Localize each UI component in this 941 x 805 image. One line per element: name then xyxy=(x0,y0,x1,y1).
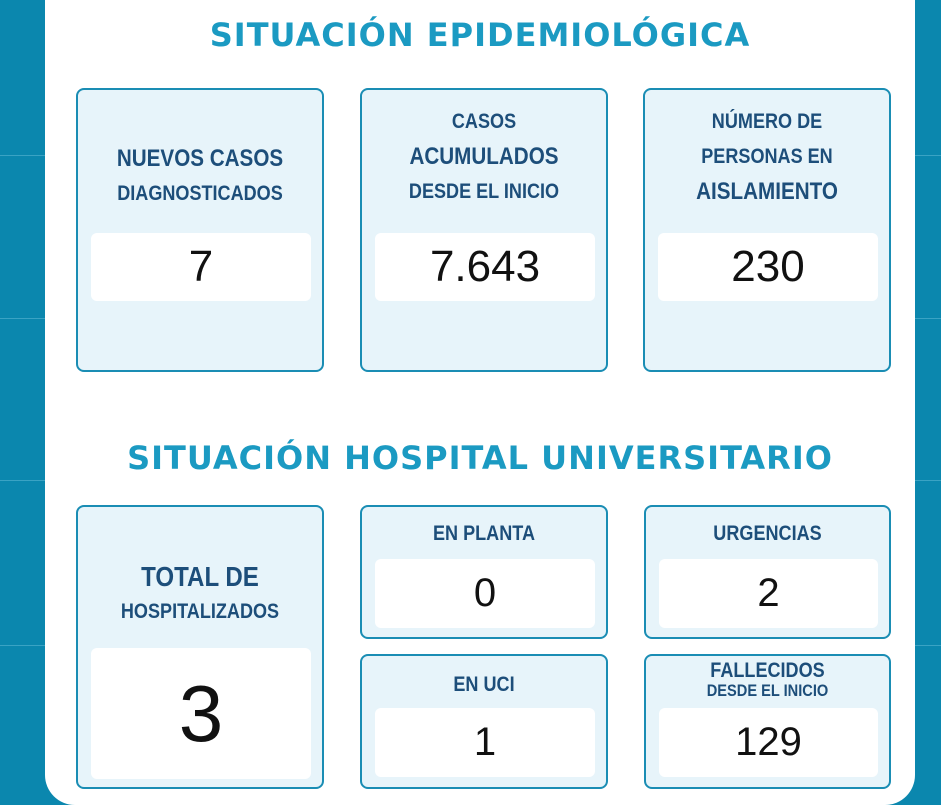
label-line: EN PLANTA xyxy=(432,522,535,545)
card-label: NÚMERO DE PERSONAS EN AISLAMIENTO xyxy=(645,104,889,209)
card: CASOS ACUMULADOS DESDE EL INICIO 7.643 xyxy=(360,88,608,372)
card-value: 129 xyxy=(659,708,878,777)
card-value: 2 xyxy=(659,559,878,628)
label-line: DIAGNOSTICADOS xyxy=(117,182,283,205)
section-title: SITUACIÓN HOSPITAL UNIVERSITARIO xyxy=(127,439,833,477)
card: EN UCI 1 xyxy=(360,654,608,789)
label-line: URGENCIAS xyxy=(713,522,822,545)
label-line: ACUMULADOS xyxy=(409,143,559,170)
card: URGENCIAS 2 xyxy=(644,505,891,639)
card-label: URGENCIAS xyxy=(646,516,889,551)
label-line: NÚMERO DE xyxy=(711,110,823,133)
label-line: AISLAMIENTO xyxy=(696,178,838,205)
card-value: 230 xyxy=(658,233,878,301)
card: NUEVOS CASOS DIAGNOSTICADOS 7 xyxy=(76,88,324,372)
label-line: EN UCI xyxy=(453,673,515,696)
card-label: EN PLANTA xyxy=(362,516,606,551)
label-line: FALLECIDOS xyxy=(710,659,825,682)
card-label: CASOS ACUMULADOS DESDE EL INICIO xyxy=(362,104,606,209)
label-line: NUEVOS CASOS xyxy=(116,145,284,172)
card: TOTAL DE HOSPITALIZADOS 3 xyxy=(76,505,324,789)
label-line: PERSONAS EN xyxy=(701,145,833,168)
card-label: EN UCI xyxy=(362,667,606,702)
card: FALLECIDOS DESDE EL INICIO 129 xyxy=(644,654,891,789)
label-line: TOTAL DE xyxy=(141,561,259,592)
label-line: CASOS xyxy=(451,110,517,133)
card-label: NUEVOS CASOS DIAGNOSTICADOS xyxy=(78,141,322,211)
label-line: HOSPITALIZADOS xyxy=(120,600,280,623)
card-value: 7.643 xyxy=(375,233,595,301)
card-label: TOTAL DE HOSPITALIZADOS xyxy=(78,559,322,629)
card-value: 3 xyxy=(91,648,311,779)
label-line: DESDE EL INICIO xyxy=(706,681,829,700)
label-line: DESDE EL INICIO xyxy=(408,180,560,203)
card-value: 7 xyxy=(91,233,311,301)
card-label: FALLECIDOS DESDE EL INICIO xyxy=(646,660,889,700)
card: EN PLANTA 0 xyxy=(360,505,608,639)
card-value: 0 xyxy=(375,559,595,628)
section-title: SITUACIÓN EPIDEMIOLÓGICA xyxy=(209,16,751,54)
card: NÚMERO DE PERSONAS EN AISLAMIENTO 230 xyxy=(643,88,891,372)
card-value: 1 xyxy=(375,708,595,777)
